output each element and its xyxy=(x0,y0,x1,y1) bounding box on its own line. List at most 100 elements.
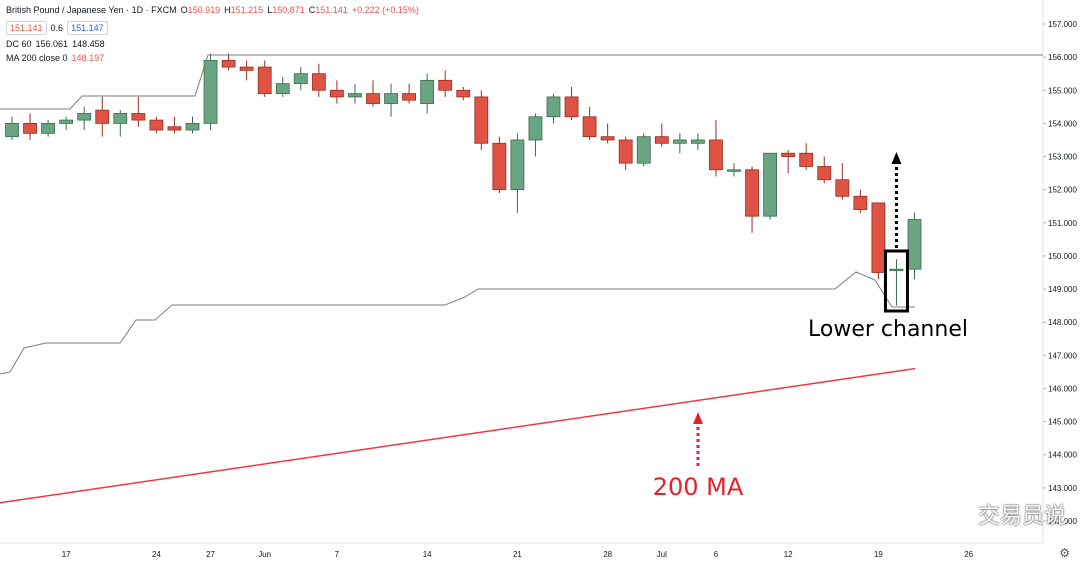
x-tick-label: 28 xyxy=(603,550,612,559)
x-tick-label: 21 xyxy=(513,550,522,559)
y-tick-label: 143.000 xyxy=(1048,484,1077,493)
chart-header-ohlc: British Pound / Japanese Yen · 1D · FXCM… xyxy=(6,5,423,15)
x-tick-label: 17 xyxy=(62,550,71,559)
candle-down xyxy=(799,152,814,167)
dc-upper-value: 156.061 xyxy=(35,39,69,49)
y-tick-label: 144.000 xyxy=(1048,451,1077,460)
candle-up xyxy=(510,139,525,191)
lower-channel-annotation: Lower channel xyxy=(808,317,968,342)
candle-up xyxy=(203,60,218,124)
ma-value: 148.197 xyxy=(71,53,105,63)
candle-down xyxy=(709,139,723,171)
x-tick-label: 24 xyxy=(152,550,161,559)
change-value: +0.222 (+0.15%) xyxy=(351,5,419,15)
candle-up xyxy=(672,139,687,144)
spread-value: 0.6 xyxy=(50,23,64,33)
candle-down xyxy=(402,93,417,101)
candle-up xyxy=(528,116,543,141)
sell-price-button[interactable]: 151.141 xyxy=(6,21,47,35)
candle-up xyxy=(113,113,128,124)
candle-up xyxy=(420,79,435,104)
candle-up xyxy=(5,123,19,138)
y-tick-label: 145.000 xyxy=(1048,418,1077,427)
x-tick-label: Jun xyxy=(258,550,271,559)
candle-down xyxy=(492,142,507,191)
wechat-icon xyxy=(942,500,971,528)
y-tick-label: 153.000 xyxy=(1048,153,1077,162)
candle-down xyxy=(582,116,597,138)
candle-down xyxy=(366,93,380,104)
y-tick-label: 142.000 xyxy=(1048,517,1077,526)
candle-down xyxy=(600,136,615,141)
chart-header-trade: 151.141 0.6 151.147 xyxy=(6,21,112,35)
ma-arrow-head xyxy=(693,412,703,424)
y-tick-label: 157.000 xyxy=(1048,20,1077,29)
candle-up xyxy=(59,119,74,124)
y-tick-label: 151.000 xyxy=(1048,219,1077,228)
indicator-ma-legend[interactable]: MA 200 close 0 148.197 xyxy=(6,53,108,63)
high-label: H xyxy=(224,5,231,15)
candle-up xyxy=(727,169,741,172)
candle-up xyxy=(77,113,92,121)
candle-down xyxy=(95,109,110,124)
y-tick-label: 152.000 xyxy=(1048,186,1077,195)
open-label: O xyxy=(180,5,188,15)
candle-down xyxy=(745,169,759,217)
y-tick-label: 150.000 xyxy=(1048,252,1077,261)
lower-channel-highlight-box xyxy=(883,249,909,313)
candle-down xyxy=(618,139,633,164)
candle-down xyxy=(167,126,182,131)
dc-lower-line xyxy=(0,271,915,375)
dc-lower-value: 148.458 xyxy=(72,39,105,49)
y-tick-label: 149.000 xyxy=(1048,285,1077,294)
watermark: 交易员说 xyxy=(942,498,1066,530)
ma-200-line xyxy=(0,367,916,504)
candle-up xyxy=(889,268,904,272)
x-tick-label: 12 xyxy=(784,550,793,559)
candle-up xyxy=(907,219,922,270)
close-value: 151.141 xyxy=(315,5,348,15)
candle-up xyxy=(275,83,290,94)
candle-down xyxy=(474,96,489,144)
candle-down xyxy=(239,66,254,71)
candle-down xyxy=(329,89,344,98)
x-tick-label: 6 xyxy=(714,550,719,559)
buy-price-button[interactable]: 151.147 xyxy=(67,21,108,35)
gear-icon[interactable]: ⚙ xyxy=(1059,546,1070,560)
up-arrow-head xyxy=(891,152,902,164)
candle-up xyxy=(546,96,561,118)
y-tick-label: 156.000 xyxy=(1048,53,1077,62)
open-value: 150.919 xyxy=(187,5,221,15)
candle-down xyxy=(817,166,832,181)
watermark-text: 交易员说 xyxy=(977,503,1066,528)
candle-up xyxy=(384,93,398,104)
candle-down xyxy=(456,89,471,98)
candle-down xyxy=(853,195,868,210)
candle-up xyxy=(691,139,705,144)
ma-annotation: 200 MA xyxy=(653,473,744,501)
candle-down xyxy=(221,60,236,68)
x-tick-label: Jul xyxy=(657,550,667,559)
candle-up xyxy=(41,123,55,134)
candle-down xyxy=(311,73,326,91)
candle-down xyxy=(781,152,796,157)
x-tick-label: 27 xyxy=(206,550,215,559)
x-tick-label: 14 xyxy=(423,550,432,559)
dc-upper-line xyxy=(0,54,1043,110)
x-tick-label: 7 xyxy=(335,550,340,559)
candle-up xyxy=(348,93,362,98)
y-tick-label: 154.000 xyxy=(1048,119,1077,128)
candle-down xyxy=(871,202,886,273)
candle-down xyxy=(149,119,164,131)
x-tick-label: 19 xyxy=(874,550,883,559)
close-label: C xyxy=(308,5,316,15)
y-tick-label: 148.000 xyxy=(1048,318,1077,327)
candle-down xyxy=(23,123,37,134)
candle-up xyxy=(763,152,777,217)
y-tick-label: 147.000 xyxy=(1048,351,1077,360)
indicator-dc-legend[interactable]: DC 60 156.061 148.458 xyxy=(6,39,109,49)
dc-label: DC 60 xyxy=(6,39,32,49)
y-tick-label: 155.000 xyxy=(1048,86,1077,95)
